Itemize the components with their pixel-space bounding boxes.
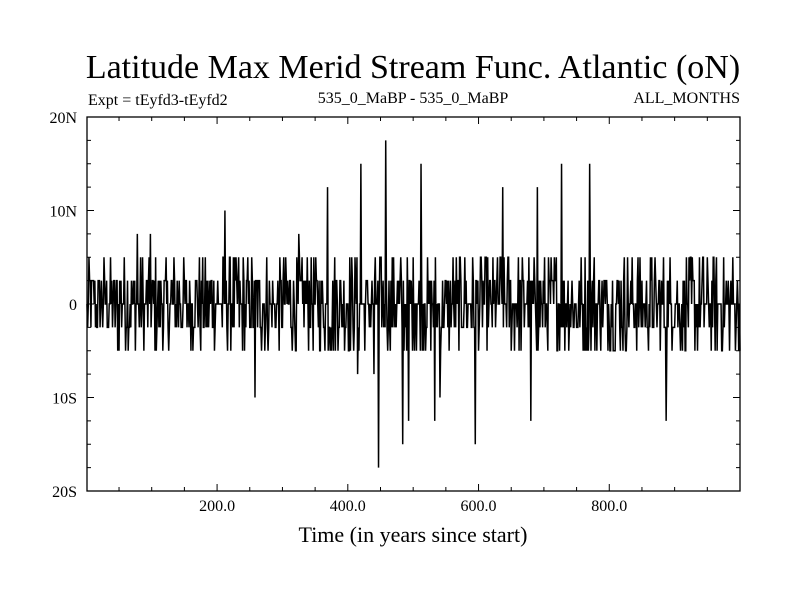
chart-subtitle-left: Expt = tEyfd3-tEyfd2 [88,92,228,109]
x-tick-label: 200.0 [199,498,235,515]
x-tick-label: 800.0 [591,498,627,515]
x-axis-title: Time (in years since start) [299,522,528,547]
series-path [86,140,741,468]
y-tick-label: 0 [69,297,77,314]
chart-title: Latitude Max Merid Stream Func. Atlantic… [86,49,740,86]
chart-subtitle-center: 535_0_MaBP - 535_0_MaBP [318,90,509,107]
axis-ticks: 200.0 400.0 600.0 800.0 20N 10N 0 10S 20S [49,110,740,515]
y-tick-label: 20N [49,110,77,127]
series-line [86,140,741,468]
y-tick-label: 10N [49,204,77,221]
plot-frame [86,116,741,492]
x-tick-label: 400.0 [330,498,366,515]
y-tick-label: 10S [52,391,77,408]
y-tick-label: 20S [52,484,77,501]
x-tick-label: 600.0 [461,498,497,515]
chart-subtitle-right: ALL_MONTHS [633,90,740,107]
